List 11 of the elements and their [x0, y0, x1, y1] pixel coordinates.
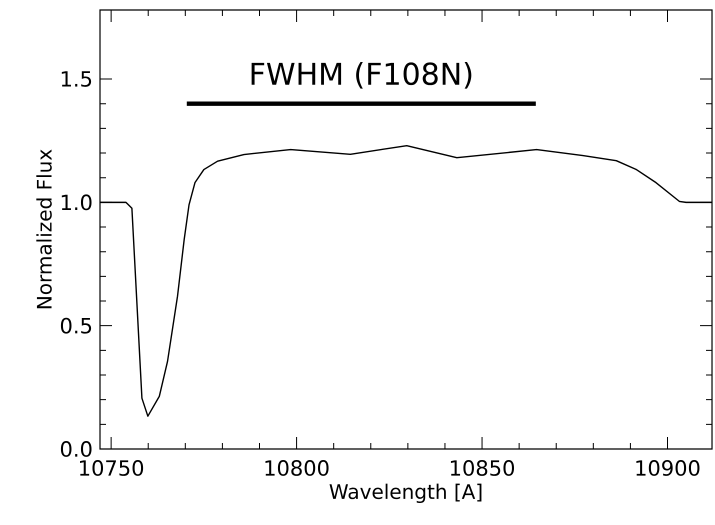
- y-axis-title: Normalized Flux: [36, 149, 52, 308]
- x-tick-label: 10850: [450, 460, 514, 476]
- x-axis-title: Wavelength [A]: [330, 484, 482, 504]
- annotation: FWHM (F108N): [252, 62, 472, 89]
- x-tick-label: 10750: [80, 460, 144, 476]
- y-tick-label: 0.0: [60, 441, 92, 457]
- x-tick-label: 10900: [636, 460, 700, 476]
- y-tick-label: 1.5: [62, 71, 92, 87]
- y-tick-label: 0.5: [60, 318, 92, 334]
- y-tick-label: 1.0: [62, 194, 92, 210]
- x-tick-label: 10800: [265, 460, 329, 476]
